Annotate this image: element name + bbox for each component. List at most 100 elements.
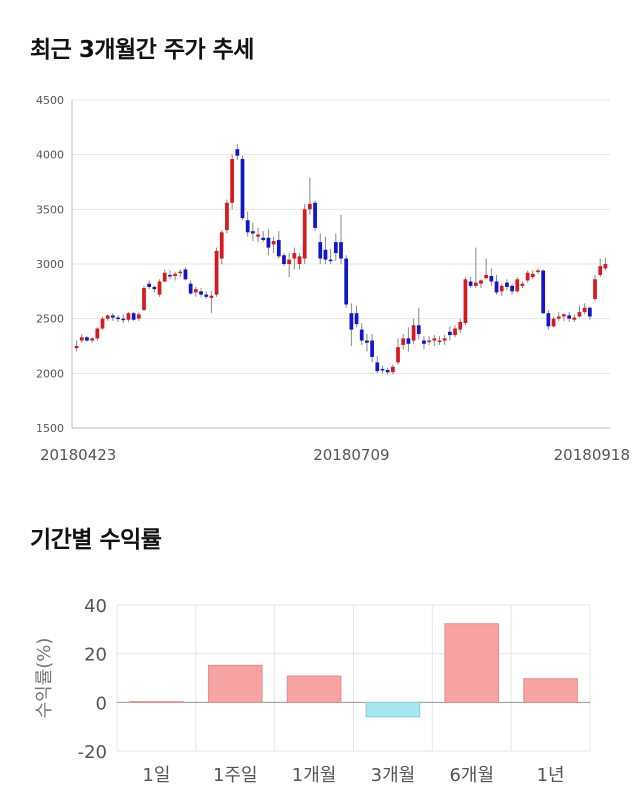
candle-body	[162, 272, 167, 282]
candle-body	[339, 242, 343, 259]
candle-body	[235, 149, 240, 156]
candle-body	[411, 325, 416, 341]
candle-body	[292, 253, 297, 259]
x-tick-label: 1년	[537, 765, 565, 786]
candle-body	[85, 337, 89, 341]
candle-body	[562, 314, 566, 317]
candle-body	[598, 266, 603, 275]
candle-body	[484, 274, 489, 279]
candle-body	[494, 281, 499, 293]
candle-body	[551, 318, 556, 327]
y-tick-label: 20	[84, 645, 107, 666]
candle-body	[318, 242, 323, 259]
candle-body	[157, 281, 162, 295]
candle-body	[587, 307, 592, 317]
candle-body	[173, 273, 177, 277]
x-tick-label: 1개월	[292, 765, 337, 786]
candle-body	[90, 338, 95, 341]
candle-body	[308, 203, 312, 210]
candle-body	[95, 328, 100, 339]
y-tick-label: 3000	[36, 258, 64, 271]
bar-1일	[129, 701, 184, 703]
y-tick-label: -20	[78, 742, 107, 763]
x-tick-label: 1주일	[213, 765, 258, 786]
candle-body	[240, 159, 245, 219]
candle-body	[199, 291, 203, 295]
candle-body	[473, 282, 478, 286]
bar-1년	[523, 678, 578, 703]
candle-body	[136, 314, 141, 319]
bar-1주일	[207, 664, 263, 703]
candle-body	[193, 289, 198, 293]
y-tick-label: 2000	[36, 367, 64, 380]
candle-body	[499, 285, 504, 292]
candle-body	[168, 274, 172, 277]
period-returns-title: 기간별 수익률	[30, 527, 162, 553]
candle-body	[541, 270, 546, 314]
candle-body	[442, 338, 447, 341]
x-tick-label: 3개월	[371, 765, 416, 786]
candle-body	[556, 316, 561, 319]
candle-body	[375, 362, 380, 372]
candle-body	[603, 264, 608, 269]
candle-body	[276, 239, 281, 257]
candle-body	[323, 249, 328, 260]
candle-body	[178, 271, 183, 274]
candle-body	[328, 259, 333, 262]
y-tick-label: 3500	[36, 203, 64, 216]
candle-body	[313, 202, 317, 228]
candle-body	[390, 366, 395, 373]
candle-body	[463, 279, 468, 324]
candle-body	[546, 313, 551, 327]
candle-body	[530, 273, 535, 278]
candle-body	[349, 313, 354, 330]
candle-body	[593, 279, 597, 299]
y-tick-label: 4000	[36, 149, 64, 162]
x-tick-label: 6개월	[449, 765, 494, 786]
candle-body	[204, 294, 209, 297]
x-tick-label: 20180423	[40, 446, 116, 464]
bar-3개월	[365, 701, 421, 718]
candle-body	[297, 256, 302, 264]
candle-body	[245, 220, 250, 233]
candle-body	[147, 283, 152, 287]
price-trend-title: 최근 3개월간 주가 추세	[30, 37, 254, 63]
candle-body	[225, 202, 229, 231]
candle-body	[302, 209, 307, 259]
candle-body	[406, 338, 411, 344]
candle-body	[427, 340, 432, 343]
candle-body	[209, 295, 214, 298]
x-tick-label: 1일	[142, 765, 170, 786]
y-tick-label: 1500	[36, 422, 64, 435]
candle-body	[536, 270, 540, 273]
candle-body	[510, 285, 514, 292]
bar-1개월	[286, 675, 342, 703]
candlestick-chart: 1500 2000 2500 3000 3500 4000 4500 20180423 2018…	[36, 94, 630, 464]
candle-body	[437, 340, 442, 343]
candle-body	[396, 347, 400, 363]
candle-body	[105, 315, 110, 319]
candle-body	[582, 307, 587, 313]
candle-body	[380, 368, 385, 371]
candle-body	[116, 317, 120, 320]
candle-body	[515, 279, 520, 292]
candle-body	[370, 340, 374, 357]
candle-body	[142, 288, 146, 310]
y-tick-label: 2500	[36, 313, 64, 326]
bar-6개월	[444, 623, 500, 703]
candle-body	[401, 338, 406, 345]
candle-body	[344, 258, 349, 305]
candle-body	[183, 269, 188, 280]
candle-body	[266, 237, 271, 248]
y-tick-label: 0	[96, 693, 107, 714]
candle-body	[567, 315, 571, 319]
candle-body	[572, 317, 577, 320]
candle-body	[121, 318, 126, 321]
candle-body	[219, 232, 224, 259]
candle-body	[458, 321, 463, 330]
candle-body	[152, 286, 157, 290]
candle-body	[282, 255, 286, 264]
candle-body	[468, 281, 473, 286]
candle-body	[271, 241, 276, 245]
y-tick-label: 4500	[36, 94, 64, 107]
